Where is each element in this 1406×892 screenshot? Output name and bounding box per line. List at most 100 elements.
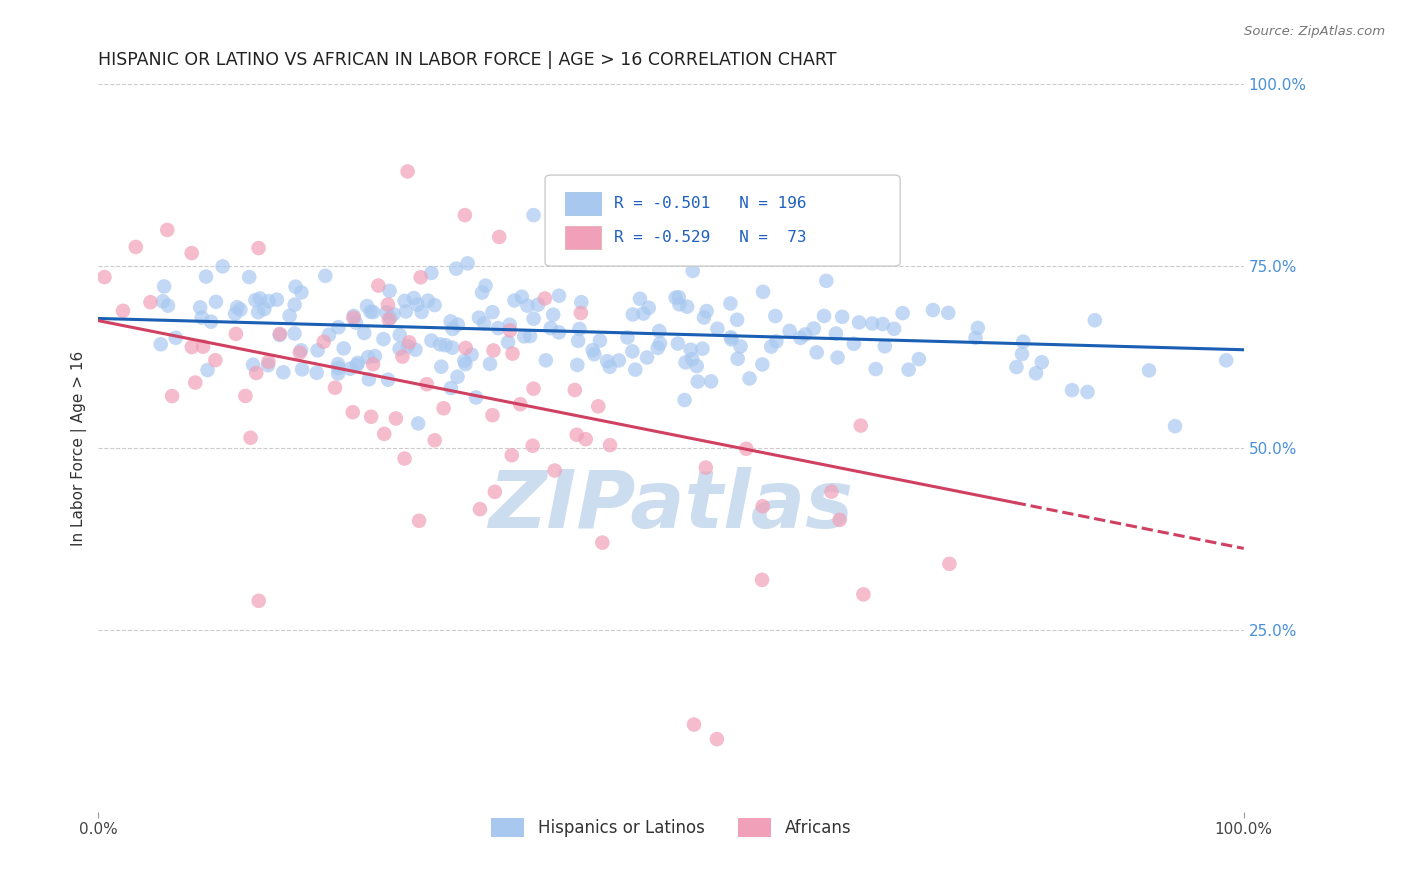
Point xyxy=(730,339,752,353)
Point xyxy=(152,294,174,309)
Point xyxy=(509,397,531,411)
Point xyxy=(153,279,176,293)
Point xyxy=(516,299,538,313)
Point xyxy=(569,295,592,310)
Point xyxy=(540,321,562,335)
Point xyxy=(527,298,550,312)
Point xyxy=(357,350,380,364)
Point xyxy=(408,514,430,528)
Point xyxy=(751,573,773,587)
Point xyxy=(1084,313,1107,327)
Point xyxy=(328,361,350,376)
Point xyxy=(725,312,748,326)
Point xyxy=(564,383,586,397)
Point xyxy=(235,389,257,403)
Point xyxy=(696,304,718,318)
Point xyxy=(343,309,366,323)
Point xyxy=(125,240,148,254)
Point xyxy=(165,331,187,345)
Point xyxy=(636,351,658,365)
Point xyxy=(224,307,246,321)
Point xyxy=(314,268,336,283)
Point xyxy=(247,305,270,319)
Point xyxy=(891,306,914,320)
Point xyxy=(380,310,402,325)
Point xyxy=(682,264,704,278)
Point xyxy=(624,362,647,376)
Point xyxy=(686,359,709,373)
Point xyxy=(842,336,865,351)
Point xyxy=(534,353,557,368)
Point xyxy=(679,343,702,357)
Point xyxy=(567,358,589,372)
Point xyxy=(238,270,260,285)
Point xyxy=(966,321,988,335)
Point xyxy=(283,326,305,341)
Point xyxy=(544,464,567,478)
Point xyxy=(872,317,894,331)
Point xyxy=(273,365,295,379)
Point xyxy=(406,298,429,312)
Point xyxy=(568,322,591,336)
Point xyxy=(391,350,413,364)
Point xyxy=(326,367,349,381)
Point xyxy=(266,293,288,307)
Point xyxy=(312,334,335,349)
Point xyxy=(666,336,689,351)
Point xyxy=(586,400,609,414)
Point xyxy=(328,320,350,334)
Point xyxy=(873,339,896,353)
Point xyxy=(373,332,395,346)
Point xyxy=(429,337,451,351)
Point xyxy=(377,373,399,387)
Point xyxy=(420,334,443,348)
Point xyxy=(523,208,546,222)
Point xyxy=(481,305,503,319)
Point xyxy=(496,335,519,350)
Point xyxy=(583,347,606,361)
Point xyxy=(519,329,541,343)
Point xyxy=(195,269,218,284)
Point xyxy=(378,312,401,326)
Point xyxy=(676,300,699,314)
Point xyxy=(373,426,395,441)
Point xyxy=(706,732,728,747)
Point xyxy=(720,330,742,344)
Point xyxy=(897,362,920,376)
Point xyxy=(503,293,526,308)
Point xyxy=(633,307,655,321)
Point xyxy=(541,308,564,322)
Point xyxy=(269,328,291,343)
Point xyxy=(727,351,749,366)
Point xyxy=(204,353,226,368)
Point xyxy=(522,382,544,396)
Point xyxy=(326,357,349,371)
Point xyxy=(922,303,945,318)
Point xyxy=(284,279,307,293)
Point xyxy=(394,293,416,308)
FancyBboxPatch shape xyxy=(565,226,602,250)
Point xyxy=(396,164,419,178)
Point xyxy=(1164,419,1187,434)
Text: R = -0.529   N =  73: R = -0.529 N = 73 xyxy=(614,230,806,245)
Point xyxy=(565,427,588,442)
Point xyxy=(686,375,709,389)
Point xyxy=(648,324,671,338)
Point xyxy=(825,326,848,341)
Point xyxy=(534,292,557,306)
Point xyxy=(668,297,690,311)
Point xyxy=(382,307,405,321)
Point xyxy=(481,408,503,422)
Point xyxy=(396,339,419,353)
Point xyxy=(852,587,875,601)
Point xyxy=(205,294,228,309)
Text: R = -0.501   N = 196: R = -0.501 N = 196 xyxy=(614,196,806,211)
Point xyxy=(430,359,453,374)
Point xyxy=(789,331,811,345)
Point xyxy=(468,310,491,325)
Point xyxy=(342,310,364,325)
Point xyxy=(257,355,280,369)
Point xyxy=(501,448,523,462)
Point xyxy=(499,323,522,337)
Point xyxy=(751,358,773,372)
